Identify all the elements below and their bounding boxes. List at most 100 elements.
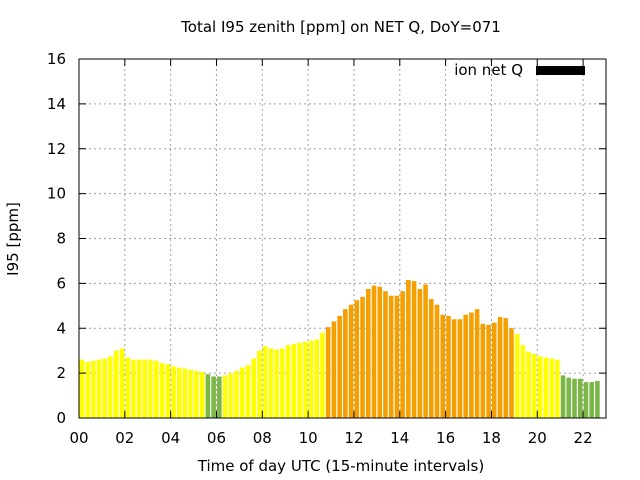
x-tick-label: 20 — [528, 429, 547, 447]
bar — [497, 317, 503, 418]
bar — [102, 358, 108, 418]
x-tick-label: 04 — [161, 429, 180, 447]
bar — [182, 368, 188, 418]
bar — [268, 348, 274, 418]
x-tick-label: 22 — [574, 429, 593, 447]
bar — [234, 370, 239, 418]
x-tick-label: 08 — [253, 429, 272, 447]
bar — [228, 373, 234, 418]
bar — [543, 357, 549, 418]
bar — [245, 365, 251, 418]
bar — [194, 370, 199, 418]
ticks-group — [78, 58, 606, 419]
bar — [176, 367, 182, 418]
bars-group — [79, 280, 600, 418]
bar — [217, 376, 222, 418]
y-tick-label: 16 — [47, 50, 66, 68]
bar — [560, 375, 566, 418]
x-tick-label: 12 — [344, 429, 363, 447]
bar — [440, 314, 446, 418]
y-tick-labels: 0 2 4 6 8 10 12 14 16 — [47, 50, 66, 427]
bar — [108, 356, 113, 418]
bar — [113, 350, 119, 418]
bar — [337, 315, 342, 418]
bar — [383, 291, 388, 418]
bar — [394, 295, 400, 418]
bar — [411, 281, 417, 418]
bar — [119, 348, 125, 418]
bar — [302, 341, 308, 418]
bar — [222, 375, 228, 418]
bar — [91, 360, 96, 418]
bar — [280, 348, 285, 418]
bar — [469, 312, 474, 418]
bar — [365, 288, 371, 418]
bar — [239, 367, 245, 418]
bar — [400, 291, 405, 418]
bar — [446, 315, 451, 418]
bar — [417, 288, 423, 418]
bar — [451, 319, 457, 418]
bar — [549, 358, 554, 418]
y-tick-label: 14 — [47, 95, 66, 113]
bar — [291, 343, 297, 418]
bar — [148, 359, 153, 418]
bar — [348, 304, 354, 418]
x-tick-label: 00 — [69, 429, 88, 447]
x-tick-label: 06 — [207, 429, 226, 447]
bar — [480, 323, 486, 418]
bar — [188, 369, 193, 418]
bar — [555, 359, 560, 418]
x-tick-labels: 00 02 04 06 08 10 12 14 16 18 20 22 — [69, 429, 592, 447]
bar — [514, 333, 520, 418]
bar — [595, 380, 600, 418]
bar — [199, 372, 205, 418]
legend-label: ion net Q — [454, 61, 523, 79]
y-tick-label: 2 — [56, 364, 66, 382]
bar — [371, 285, 377, 418]
bar — [205, 374, 211, 418]
bar — [251, 358, 257, 418]
bar — [526, 351, 531, 418]
bar — [537, 356, 543, 418]
bar — [262, 346, 268, 418]
bar — [474, 309, 480, 418]
x-tick-label: 02 — [115, 429, 134, 447]
bar — [297, 342, 302, 418]
bar — [406, 280, 411, 418]
bar — [428, 299, 434, 418]
bar — [360, 296, 365, 418]
bar — [503, 318, 509, 418]
bar — [285, 345, 291, 418]
bar — [377, 286, 383, 418]
bar — [520, 345, 526, 418]
bar — [492, 322, 497, 418]
x-axis-label: Time of day UTC (15-minute intervals) — [197, 457, 484, 475]
bar — [589, 382, 594, 418]
bar — [486, 324, 491, 418]
bar — [171, 366, 176, 418]
bar — [343, 309, 348, 418]
legend: ion net Q — [454, 61, 585, 79]
bar — [131, 359, 136, 418]
y-tick-label: 0 — [56, 409, 66, 427]
y-tick-label: 6 — [56, 274, 66, 292]
bar — [257, 350, 262, 418]
bar — [211, 376, 216, 418]
bar — [509, 328, 514, 418]
y-tick-label: 10 — [47, 185, 66, 203]
bar — [354, 300, 360, 418]
bar — [159, 363, 165, 418]
bar — [154, 360, 159, 418]
bar — [423, 284, 428, 418]
y-tick-label: 4 — [56, 319, 66, 337]
y-axis-label: I95 [ppm] — [4, 202, 22, 276]
bar — [532, 354, 537, 418]
bar — [572, 378, 577, 418]
bar — [566, 377, 572, 418]
legend-swatch — [536, 66, 585, 75]
bar — [96, 359, 102, 418]
bar — [125, 357, 130, 418]
bar — [331, 321, 337, 418]
